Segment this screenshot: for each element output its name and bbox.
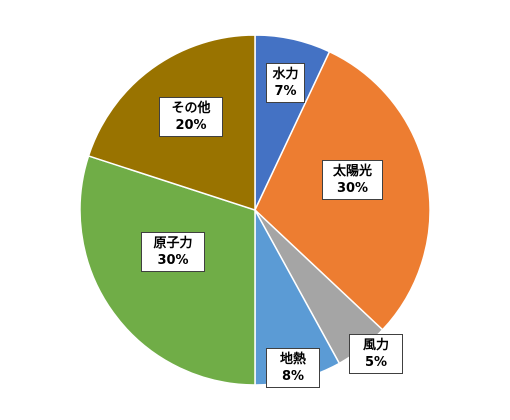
data-label-geothermal-name: 地熱 (279, 352, 306, 367)
data-label-wind-name: 風力 (362, 338, 389, 353)
data-label-nuclear-value: 30% (157, 253, 189, 268)
data-label-other-value: 20% (175, 118, 207, 133)
data-label-solar: 太陽光 30% (322, 160, 383, 200)
data-label-geothermal-value: 8% (281, 369, 305, 384)
data-label-nuclear: 原子力 30% (141, 232, 205, 272)
data-label-geothermal: 地熱 8% (266, 348, 320, 388)
data-label-nuclear-name: 原子力 (153, 236, 193, 251)
data-label-hydro-name: 水力 (272, 67, 299, 82)
data-label-wind: 風力 5% (349, 334, 403, 374)
data-label-wind-value: 5% (364, 355, 388, 370)
data-label-solar-value: 30% (336, 181, 369, 196)
data-label-other-name: その他 (171, 101, 211, 116)
data-label-hydro: 水力 7% (266, 63, 305, 103)
data-label-solar-name: 太陽光 (332, 164, 372, 179)
data-label-hydro-value: 7% (274, 84, 297, 99)
data-label-other: その他 20% (159, 97, 223, 137)
